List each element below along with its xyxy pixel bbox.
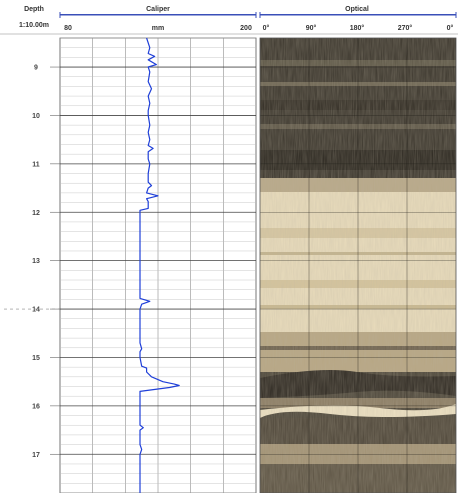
depth-tick-label: 10 — [32, 113, 40, 120]
depth-tick-label: 12 — [32, 210, 40, 217]
optical-tick-90: 90° — [306, 24, 317, 32]
optical-title: Optical — [345, 6, 369, 13]
header: Depth 1:10.00m Caliper 80 mm 200 Optical… — [0, 6, 458, 35]
depth-tick-label: 16 — [32, 403, 40, 410]
caliper-grid — [60, 37, 256, 493]
depth-tick-label: 9 — [34, 65, 38, 72]
optical-header-rule — [260, 14, 456, 16]
depth-track: 9 10 11 12 13 14 15 16 17 — [4, 65, 60, 459]
optical-tick-180: 180° — [350, 24, 365, 32]
optical-image-track — [259, 37, 457, 493]
depth-tick-label: 15 — [32, 355, 40, 362]
caliper-header-rule — [60, 14, 256, 16]
caliper-max-label: 200 — [240, 25, 252, 32]
optical-tick-360: 0° — [447, 24, 454, 32]
depth-tick-label: 17 — [32, 452, 40, 459]
caliper-min-label: 80 — [64, 25, 72, 32]
caliper-track — [59, 37, 257, 493]
optical-tick-270: 270° — [398, 24, 413, 32]
depth-title: Depth — [24, 6, 44, 13]
depth-tick-label: 11 — [32, 161, 40, 168]
caliper-curve — [139, 37, 180, 493]
caliper-unit-label: mm — [152, 25, 164, 32]
depth-tick-label: 13 — [32, 258, 40, 265]
depth-scale: 1:10.00m — [19, 22, 49, 29]
optical-grid — [260, 38, 456, 493]
caliper-title: Caliper — [146, 6, 170, 13]
depth-tick-label: 14 — [32, 307, 40, 314]
optical-tick-0: 0° — [263, 24, 270, 32]
